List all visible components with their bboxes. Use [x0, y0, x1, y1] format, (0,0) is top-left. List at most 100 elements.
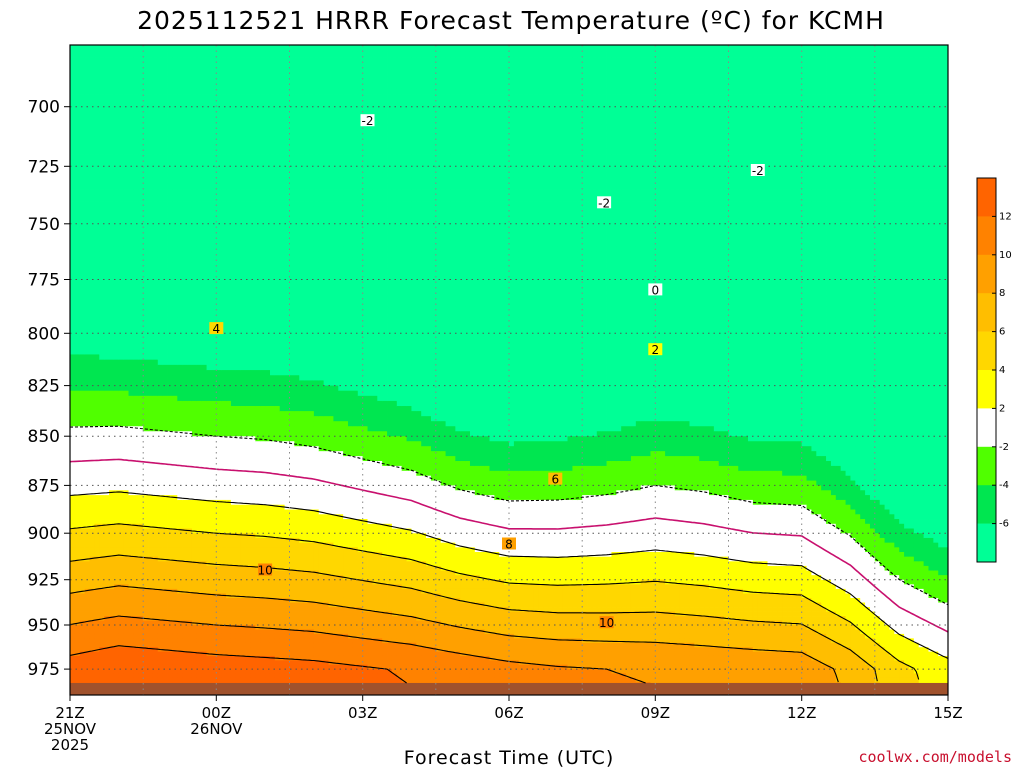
heatmap-cell: [172, 178, 177, 184]
heatmap-cell: [197, 490, 202, 495]
heatmap-cell: [260, 490, 265, 495]
heatmap-cell: [133, 274, 138, 280]
heatmap-cell: [236, 446, 241, 451]
heatmap-cell: [153, 396, 158, 402]
heatmap-cell: [177, 612, 182, 617]
heatmap-cell: [250, 629, 255, 634]
heatmap-cell: [158, 669, 163, 674]
heatmap-cell: [182, 505, 187, 510]
heatmap-cell: [202, 647, 207, 652]
heatmap-cell: [153, 246, 158, 252]
heatmap-cell: [158, 391, 163, 397]
heatmap-cell: [250, 307, 255, 313]
heatmap-cell: [231, 229, 236, 235]
heatmap-cell: [255, 370, 260, 376]
heatmap-cell: [197, 510, 202, 515]
heatmap-cell: [207, 344, 212, 350]
heatmap-cell: [177, 598, 182, 603]
heatmap-cell: [192, 391, 197, 397]
heatmap-cell: [187, 510, 192, 515]
heatmap-cell: [172, 64, 177, 71]
heatmap-cell: [70, 673, 75, 678]
heatmap-cell: [70, 119, 75, 125]
heatmap-cell: [182, 113, 187, 119]
heatmap-cell: [177, 101, 182, 107]
heatmap-cell: [143, 207, 148, 213]
heatmap-cell: [250, 575, 255, 580]
heatmap-cell: [202, 589, 207, 594]
heatmap-cell: [216, 70, 221, 77]
heatmap-cell: [114, 64, 119, 71]
heatmap-cell: [226, 212, 231, 218]
heatmap-cell: [129, 607, 134, 612]
heatmap-cell: [241, 301, 246, 307]
heatmap-cell: [143, 456, 148, 461]
heatmap-cell: [158, 113, 163, 119]
heatmap-cell: [221, 426, 226, 431]
heatmap-cell: [241, 201, 246, 207]
heatmap-cell: [124, 149, 129, 155]
heatmap-cell: [221, 471, 226, 476]
heatmap-cell: [202, 580, 207, 585]
heatmap-cell: [148, 58, 153, 65]
heatmap-cell: [99, 510, 104, 515]
heatmap-cell: [70, 566, 75, 571]
heatmap-cell: [246, 396, 251, 402]
heatmap-cell: [75, 476, 80, 481]
heatmap-cell: [236, 290, 241, 296]
heatmap-cell: [226, 107, 231, 113]
heatmap-cell: [138, 598, 143, 603]
heatmap-cell: [192, 101, 197, 107]
heatmap-cell: [85, 391, 90, 397]
heatmap-cell: [187, 411, 192, 416]
heatmap-cell: [168, 500, 173, 505]
heatmap-cell: [192, 149, 197, 155]
heatmap-cell: [202, 166, 207, 172]
heatmap-cell: [187, 160, 192, 166]
heatmap-cell: [104, 421, 109, 426]
heatmap-cell: [226, 660, 231, 665]
heatmap-cell: [94, 178, 99, 184]
heatmap-cell: [236, 461, 241, 466]
heatmap-cell: [226, 323, 231, 329]
heatmap-cell: [109, 416, 114, 421]
heatmap-cell: [197, 212, 202, 218]
heatmap-cell: [192, 296, 197, 302]
heatmap-cell: [119, 301, 124, 307]
heatmap-cell: [250, 638, 255, 643]
heatmap-cell: [192, 95, 197, 101]
heatmap-cell: [104, 344, 109, 350]
heatmap-cell: [241, 629, 246, 634]
heatmap-cell: [182, 519, 187, 524]
heatmap-cell: [260, 333, 265, 339]
heatmap-cell: [255, 411, 260, 416]
heatmap-cell: [158, 101, 163, 107]
heatmap-cell: [90, 411, 95, 416]
heatmap-cell: [246, 485, 251, 490]
heatmap-cell: [168, 95, 173, 101]
heatmap-cell: [236, 621, 241, 626]
heatmap-cell: [90, 263, 95, 269]
heatmap-cell: [226, 224, 231, 230]
heatmap-cell: [202, 339, 207, 345]
heatmap-cell: [158, 466, 163, 471]
heatmap-cell: [207, 64, 212, 71]
heatmap-cell: [143, 212, 148, 218]
heatmap-cell: [226, 490, 231, 495]
heatmap-cell: [153, 456, 158, 461]
heatmap-cell: [241, 571, 246, 576]
heatmap-cell: [124, 451, 129, 456]
heatmap-cell: [241, 451, 246, 456]
heatmap-cell: [124, 466, 129, 471]
heatmap-cell: [75, 125, 80, 131]
heatmap-cell: [158, 45, 163, 52]
heatmap-cell: [202, 160, 207, 166]
heatmap-cell: [207, 184, 212, 190]
heatmap-cell: [75, 533, 80, 538]
heatmap-cell: [236, 669, 241, 674]
heatmap-cell: [236, 575, 241, 580]
heatmap-cell: [260, 339, 265, 345]
heatmap-cell: [70, 279, 75, 285]
heatmap-cell: [197, 354, 202, 360]
heatmap-cell: [148, 184, 153, 190]
